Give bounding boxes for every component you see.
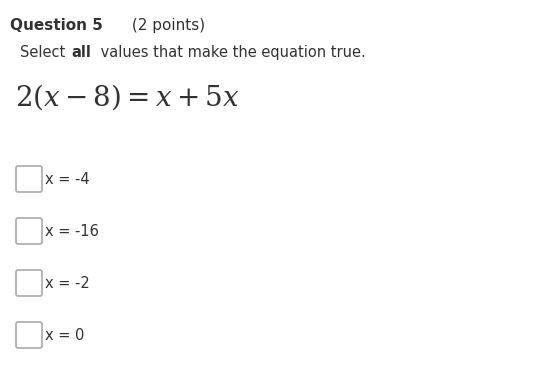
Text: x = -4: x = -4 — [45, 172, 90, 186]
Text: x = 0: x = 0 — [45, 327, 85, 342]
Text: $2(x-8)=x+5x$: $2(x-8)=x+5x$ — [15, 82, 240, 112]
Text: all: all — [71, 45, 91, 60]
Text: Select: Select — [20, 45, 70, 60]
Text: values that make the equation true.: values that make the equation true. — [96, 45, 366, 60]
FancyBboxPatch shape — [16, 166, 42, 192]
Text: (2 points): (2 points) — [127, 18, 205, 33]
Text: x = -16: x = -16 — [45, 223, 99, 239]
FancyBboxPatch shape — [16, 322, 42, 348]
FancyBboxPatch shape — [16, 218, 42, 244]
FancyBboxPatch shape — [16, 270, 42, 296]
Text: x = -2: x = -2 — [45, 276, 90, 291]
Text: Question 5: Question 5 — [10, 18, 103, 33]
